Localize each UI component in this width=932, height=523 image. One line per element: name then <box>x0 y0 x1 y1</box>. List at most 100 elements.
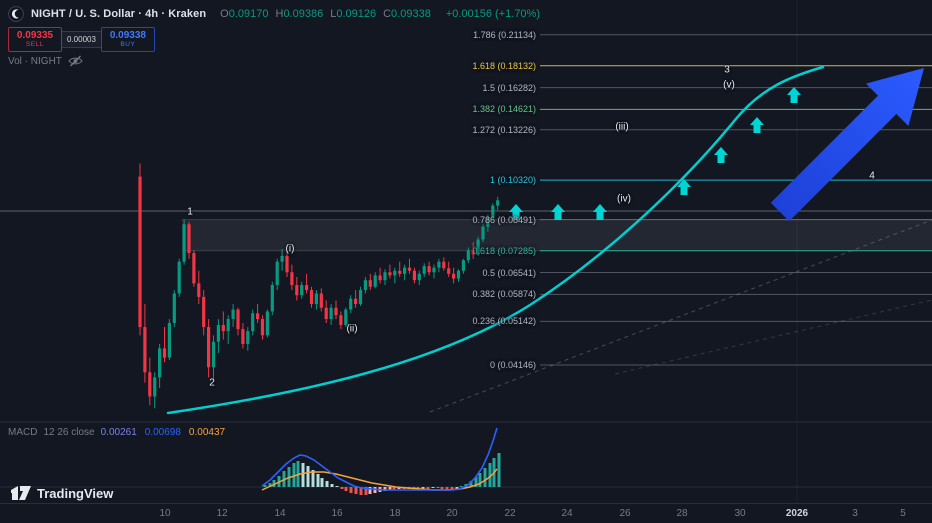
macd-histogram-bar <box>388 487 392 490</box>
tradingview-logo-icon <box>10 485 31 501</box>
eye-off-icon[interactable] <box>68 55 83 67</box>
macd-histogram-bar <box>316 474 320 487</box>
candle-body <box>265 311 269 336</box>
macd-title[interactable]: MACD <box>8 427 38 438</box>
order-panel: 0.09335 SELL 0.00003 0.09338 BUY <box>8 27 155 52</box>
macd-histogram-bar <box>349 487 353 493</box>
macd-histogram-bar <box>436 487 440 488</box>
candle-body <box>305 285 309 291</box>
candle-body <box>334 307 338 316</box>
macd-params: 12 26 close <box>43 427 95 438</box>
candle-body <box>378 275 382 281</box>
macd-histogram-bar <box>311 470 315 487</box>
candle-body <box>461 260 465 271</box>
candle-body <box>207 327 211 368</box>
tradingview-logo-text: TradingView <box>37 485 114 501</box>
candle-body <box>427 266 431 273</box>
candle-body <box>422 266 426 274</box>
time-label-26: 26 <box>619 508 631 519</box>
macd-histogram-bar <box>325 481 329 487</box>
time-axis[interactable]: 10 12 14 16 18 20 22 24 26 28 30 2026 3 5 <box>0 503 932 523</box>
time-label-14: 14 <box>274 508 286 519</box>
candle-body <box>300 285 304 296</box>
candle-body <box>216 325 220 342</box>
candle-body <box>226 319 230 332</box>
candle-body <box>456 270 461 279</box>
macd-histogram-bar <box>282 471 286 487</box>
candle-body <box>241 329 245 344</box>
volume-indicator-legend: Vol · NIGHT <box>8 55 83 67</box>
candle-body <box>275 261 279 286</box>
macd-histogram-bar <box>368 487 372 494</box>
candle-body <box>167 323 171 358</box>
up-arrow-marker <box>551 204 565 220</box>
buy-label: BUY <box>120 41 136 49</box>
macd-histogram-bar <box>359 487 363 495</box>
macd-signal-line <box>261 468 498 491</box>
ohlc-L: L0.09126 <box>330 8 377 20</box>
macd-histogram-bar <box>497 453 501 487</box>
up-arrow-marker <box>750 117 764 133</box>
macd-histogram-bar <box>445 487 449 490</box>
time-label-5: 5 <box>900 508 906 519</box>
candle-body <box>358 290 363 305</box>
candle-body <box>481 226 485 240</box>
buy-button[interactable]: 0.09338 BUY <box>100 27 155 52</box>
candle-body <box>153 377 157 397</box>
candle-body <box>442 261 446 269</box>
candle-body <box>363 280 367 291</box>
candle-body <box>192 253 196 284</box>
macd-histogram-bar <box>426 487 430 489</box>
macd-histogram-bar <box>450 487 454 490</box>
candle-body <box>231 309 235 320</box>
macd-histogram-bar <box>344 487 348 491</box>
candle-body <box>187 224 191 254</box>
symbol-logo-icon <box>8 6 24 22</box>
sell-button[interactable]: 0.09335 SELL <box>8 27 62 52</box>
symbol-title[interactable]: NIGHT / U. S. Dollar · 4h · Kraken <box>31 8 207 20</box>
candle-body <box>143 327 147 373</box>
macd-histogram-bar <box>488 463 492 487</box>
candle-body <box>412 270 416 281</box>
candle-body <box>290 272 294 286</box>
curved-trendline <box>166 65 825 415</box>
tradingview-logo[interactable]: TradingView <box>10 485 113 501</box>
ohlc-H: H0.09386 <box>275 8 324 20</box>
macd-histogram-bar <box>431 487 435 488</box>
candle-body <box>285 255 289 273</box>
candle-body <box>158 348 162 378</box>
candle-body <box>236 309 240 330</box>
candle-body <box>344 309 348 326</box>
candle-body <box>182 224 186 262</box>
macd-histogram-bar <box>392 487 396 490</box>
candle-body <box>329 307 333 320</box>
sell-label: SELL <box>25 41 45 49</box>
candle-body <box>496 200 500 206</box>
candle-body <box>197 283 201 297</box>
macd-histogram-bar <box>330 484 334 487</box>
macd-histogram-bar <box>335 486 339 487</box>
dashed-trendline <box>614 299 932 375</box>
price-change: +0.00156 (+1.70%) <box>445 8 540 20</box>
up-arrow-marker <box>593 204 607 220</box>
macd-histogram-bar <box>421 487 425 489</box>
candle-body <box>368 280 372 287</box>
ohlc-C: C0.09338 <box>383 8 431 20</box>
candle-body <box>202 296 206 328</box>
candle-body <box>437 261 441 268</box>
sell-price: 0.09335 <box>16 30 54 42</box>
candle-body <box>324 307 328 320</box>
candle-body <box>256 313 260 320</box>
macd-value-1: 0.00698 <box>144 427 181 438</box>
time-label-24: 24 <box>561 508 573 519</box>
price-zone-rect <box>182 219 932 251</box>
candle-body <box>388 272 392 276</box>
macd-histogram-bar <box>364 487 368 495</box>
time-label-10: 10 <box>159 508 171 519</box>
macd-histogram-bar <box>478 473 482 487</box>
time-label-20: 20 <box>446 508 458 519</box>
candle-body <box>172 293 176 324</box>
time-label-22: 22 <box>504 508 516 519</box>
